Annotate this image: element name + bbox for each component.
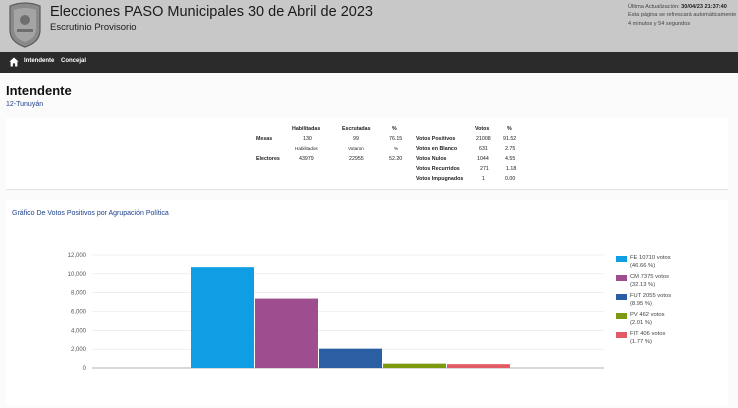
page-subtitle: Escrutinio Provisorio bbox=[50, 22, 137, 33]
legend-label-fut: FUT 2055 votos bbox=[630, 293, 672, 299]
summary-table bbox=[6, 118, 728, 190]
votos-header-pct: % bbox=[507, 126, 512, 132]
legend-pct-fit: (1.77 %) bbox=[630, 338, 652, 345]
legend-swatch-cm bbox=[616, 275, 627, 281]
update-time: 30/04/23 21:37:40 bbox=[681, 4, 727, 10]
update-label: Última Actualización: bbox=[628, 4, 680, 10]
votos-positivos-votos: 21008 bbox=[476, 136, 491, 142]
legend-pct-fe: (46.66 %) bbox=[630, 262, 656, 269]
electores-votaron: 22955 bbox=[349, 156, 364, 162]
section-title: Intendente bbox=[6, 83, 72, 98]
refresh-countdown: 4 minutos y 54 segundos bbox=[628, 20, 691, 27]
legend-label-fe: FE 10710 votos bbox=[630, 255, 671, 261]
votos-impugnados-label: Votos Impugnados bbox=[416, 176, 464, 182]
votos-recurridos-votos: 271 bbox=[480, 166, 489, 172]
chart-title: Gráfico De Votos Positivos por Agrupació… bbox=[12, 210, 169, 217]
district-name: 12-Tunuyán bbox=[6, 101, 44, 108]
mesas-label: Mesas bbox=[256, 136, 273, 142]
page-title: Elecciones PASO Municipales 30 de Abril … bbox=[50, 4, 373, 20]
update-info: Última Actualización: 30/04/23 21:37:40 … bbox=[628, 3, 738, 28]
electores-pct: 52.20 bbox=[389, 156, 403, 162]
mesas-escrutadas: 99 bbox=[353, 136, 359, 142]
chart-panel bbox=[6, 200, 728, 405]
nav-item-concejal[interactable]: Concejal bbox=[61, 58, 87, 64]
legend-pct-fut: (8.95 %) bbox=[630, 300, 652, 307]
mesas-header-pct: % bbox=[392, 126, 397, 132]
votos-impugnados-votos: 1 bbox=[482, 176, 485, 182]
electores-header-pct: % bbox=[394, 146, 399, 151]
votos-positivos-label: Votos Positivos bbox=[416, 136, 456, 142]
votos-nulos-pct: 4.55 bbox=[505, 156, 516, 162]
votos-nulos-label: Votos Nulos bbox=[416, 156, 447, 162]
electores-header-votaron: Votaron bbox=[348, 146, 364, 151]
electores-header-habilitados: Habilitados bbox=[295, 146, 318, 151]
legend-label-pv: PV 462 votos bbox=[630, 312, 665, 318]
electores-label: Electores bbox=[256, 156, 280, 162]
votos-recurridos-label: Votos Recurridos bbox=[416, 166, 460, 172]
votos-recurridos-pct: 1.18 bbox=[506, 166, 517, 172]
electores-habilitados: 43979 bbox=[299, 156, 314, 162]
votos-impugnados-pct: 0.00 bbox=[505, 176, 516, 182]
nav-item-intendente[interactable]: Intendente bbox=[24, 58, 55, 64]
home-icon[interactable] bbox=[9, 57, 19, 67]
legend-swatch-pv bbox=[616, 313, 627, 319]
votos-nulos-votos: 1044 bbox=[477, 156, 489, 162]
votos-blanco-label: Votos en Blanco bbox=[416, 146, 458, 152]
legend-pct-pv: (2.01 %) bbox=[630, 319, 652, 326]
header-bar: Elecciones PASO Municipales 30 de Abril … bbox=[0, 0, 738, 52]
legend-swatch-fit bbox=[616, 332, 627, 338]
mesas-header-habilitadas: Habilitadas bbox=[292, 126, 321, 132]
legend-label-fit: FIT 406 votos bbox=[630, 331, 666, 337]
province-seal-icon bbox=[9, 2, 41, 48]
refresh-notice: Esta página se refrescará automáticament… bbox=[628, 12, 737, 19]
legend-swatch-fe bbox=[616, 256, 627, 262]
nav-bar: Intendente Concejal bbox=[0, 52, 738, 73]
legend-pct-cm: (32.13 %) bbox=[630, 281, 656, 288]
votos-header-votos: Votos bbox=[475, 126, 490, 132]
mesas-habilitadas: 130 bbox=[303, 136, 312, 142]
legend-label-cm: CM 7375 votos bbox=[630, 274, 669, 280]
votos-positivos-pct: 91.52 bbox=[503, 136, 517, 142]
mesas-header-escrutadas: Escrutadas bbox=[342, 126, 371, 132]
votos-blanco-votos: 631 bbox=[479, 146, 488, 152]
legend-swatch-fut bbox=[616, 294, 627, 300]
votos-blanco-pct: 2.75 bbox=[505, 146, 516, 152]
mesas-pct: 76.15 bbox=[389, 136, 403, 142]
